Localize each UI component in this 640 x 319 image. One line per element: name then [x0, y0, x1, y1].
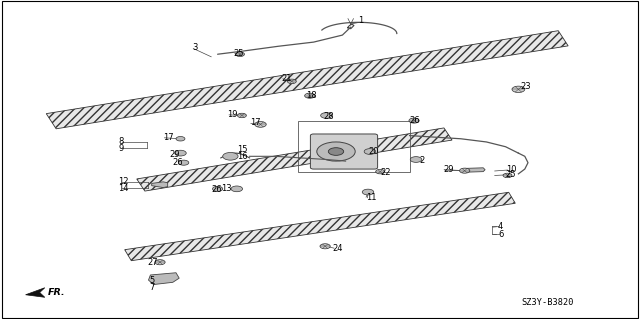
Text: 28: 28 — [323, 112, 334, 121]
Text: 23: 23 — [520, 82, 531, 91]
Polygon shape — [464, 168, 485, 172]
Circle shape — [155, 260, 165, 265]
Text: 17: 17 — [250, 118, 260, 127]
Text: 14: 14 — [118, 184, 129, 193]
Text: 29: 29 — [444, 165, 454, 174]
Text: 9: 9 — [118, 144, 124, 153]
Bar — [298, 121, 410, 172]
Circle shape — [179, 160, 189, 165]
Text: 18: 18 — [306, 91, 317, 100]
Text: 17: 17 — [163, 133, 174, 142]
Circle shape — [460, 168, 470, 173]
Text: 15: 15 — [237, 145, 247, 154]
Circle shape — [328, 148, 344, 155]
Text: 1: 1 — [358, 16, 364, 25]
Text: 22: 22 — [380, 168, 390, 177]
Circle shape — [321, 113, 332, 118]
Text: 12: 12 — [118, 177, 129, 186]
Text: 10: 10 — [506, 165, 516, 174]
Text: 19: 19 — [227, 110, 237, 119]
Text: 29: 29 — [170, 150, 180, 159]
Circle shape — [223, 152, 238, 160]
Text: 2: 2 — [419, 156, 424, 165]
Text: 3: 3 — [192, 43, 197, 52]
Circle shape — [176, 137, 185, 141]
Circle shape — [237, 113, 246, 118]
Polygon shape — [125, 192, 515, 261]
Circle shape — [409, 118, 419, 123]
Circle shape — [305, 93, 315, 98]
Text: SZ3Y-B3820: SZ3Y-B3820 — [522, 298, 574, 307]
Circle shape — [255, 122, 266, 127]
Text: 20: 20 — [368, 147, 378, 156]
Polygon shape — [148, 273, 179, 285]
Circle shape — [320, 244, 330, 249]
Text: 6: 6 — [498, 230, 503, 239]
Circle shape — [410, 157, 422, 162]
Circle shape — [512, 86, 525, 93]
Text: 26: 26 — [211, 185, 222, 194]
Text: 8: 8 — [118, 137, 124, 146]
Circle shape — [231, 186, 243, 192]
Text: 25: 25 — [506, 170, 516, 179]
Text: 25: 25 — [234, 49, 244, 58]
Text: 21: 21 — [282, 74, 292, 83]
FancyBboxPatch shape — [310, 134, 378, 169]
Circle shape — [317, 142, 355, 161]
Circle shape — [212, 186, 223, 191]
Text: 7: 7 — [149, 283, 154, 292]
Text: 26: 26 — [173, 158, 184, 167]
Polygon shape — [26, 288, 45, 297]
Text: 16: 16 — [237, 152, 248, 161]
Polygon shape — [46, 31, 568, 129]
Text: 5: 5 — [149, 276, 154, 285]
Polygon shape — [152, 182, 168, 188]
Circle shape — [503, 173, 512, 178]
Circle shape — [175, 150, 186, 156]
Circle shape — [376, 169, 385, 174]
Text: 26: 26 — [410, 116, 420, 125]
Circle shape — [364, 149, 376, 154]
Text: FR.: FR. — [48, 288, 66, 297]
Circle shape — [287, 79, 296, 84]
Text: 4: 4 — [498, 222, 503, 231]
Text: 13: 13 — [221, 184, 232, 193]
Polygon shape — [137, 128, 452, 191]
Text: 27: 27 — [147, 258, 158, 267]
Circle shape — [236, 52, 244, 56]
Text: 24: 24 — [333, 244, 343, 253]
Circle shape — [362, 189, 374, 195]
Text: 11: 11 — [366, 193, 376, 202]
